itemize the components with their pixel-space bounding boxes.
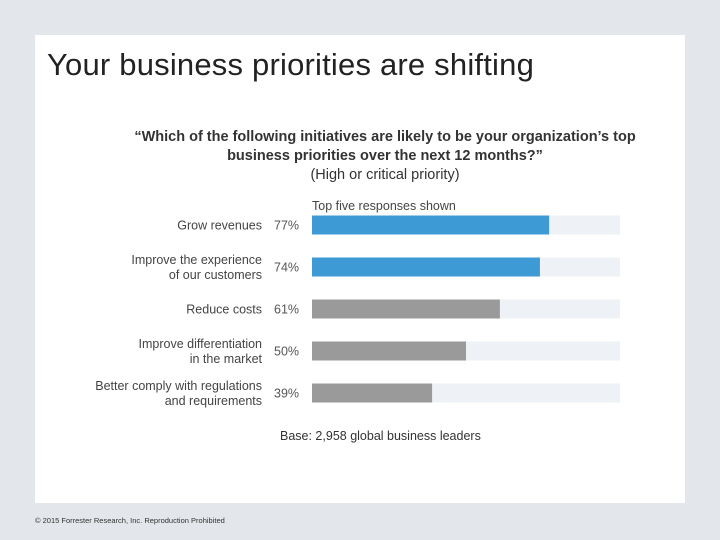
bar-track xyxy=(312,341,620,361)
value-label: 39% xyxy=(274,387,299,401)
category-label: Improve differentiation in the market xyxy=(139,337,263,366)
bar xyxy=(312,341,466,361)
chart-note: Top five responses shown xyxy=(312,199,456,213)
base-note: Base: 2,958 global business leaders xyxy=(280,429,481,443)
value-label: 74% xyxy=(274,261,299,275)
value-label: 61% xyxy=(274,303,299,317)
slide-title: Your business priorities are shifting xyxy=(47,47,535,82)
copyright-footer: © 2015 Forrester Research, Inc. Reproduc… xyxy=(35,516,225,525)
bar xyxy=(312,383,433,403)
category-label: Improve the experience of our customers xyxy=(131,253,262,282)
question-qualifier: (High or critical priority) xyxy=(310,167,460,183)
value-label: 77% xyxy=(274,219,299,233)
slide: Your business priorities are shifting “W… xyxy=(35,35,685,503)
category-label: Reduce costs xyxy=(186,303,262,317)
bar xyxy=(312,299,500,319)
bar-track xyxy=(312,299,620,319)
category-label: Grow revenues xyxy=(177,219,262,233)
bar-track xyxy=(312,257,620,277)
question-text: “Which of the following initiatives are … xyxy=(134,129,636,164)
bar-track xyxy=(312,215,620,235)
value-label: 50% xyxy=(274,345,299,359)
bar xyxy=(312,257,540,277)
survey-question: “Which of the following initiatives are … xyxy=(130,128,640,185)
bar-track xyxy=(312,383,620,403)
category-label: Better comply with regulations and requir… xyxy=(95,379,262,408)
bar xyxy=(312,215,550,235)
